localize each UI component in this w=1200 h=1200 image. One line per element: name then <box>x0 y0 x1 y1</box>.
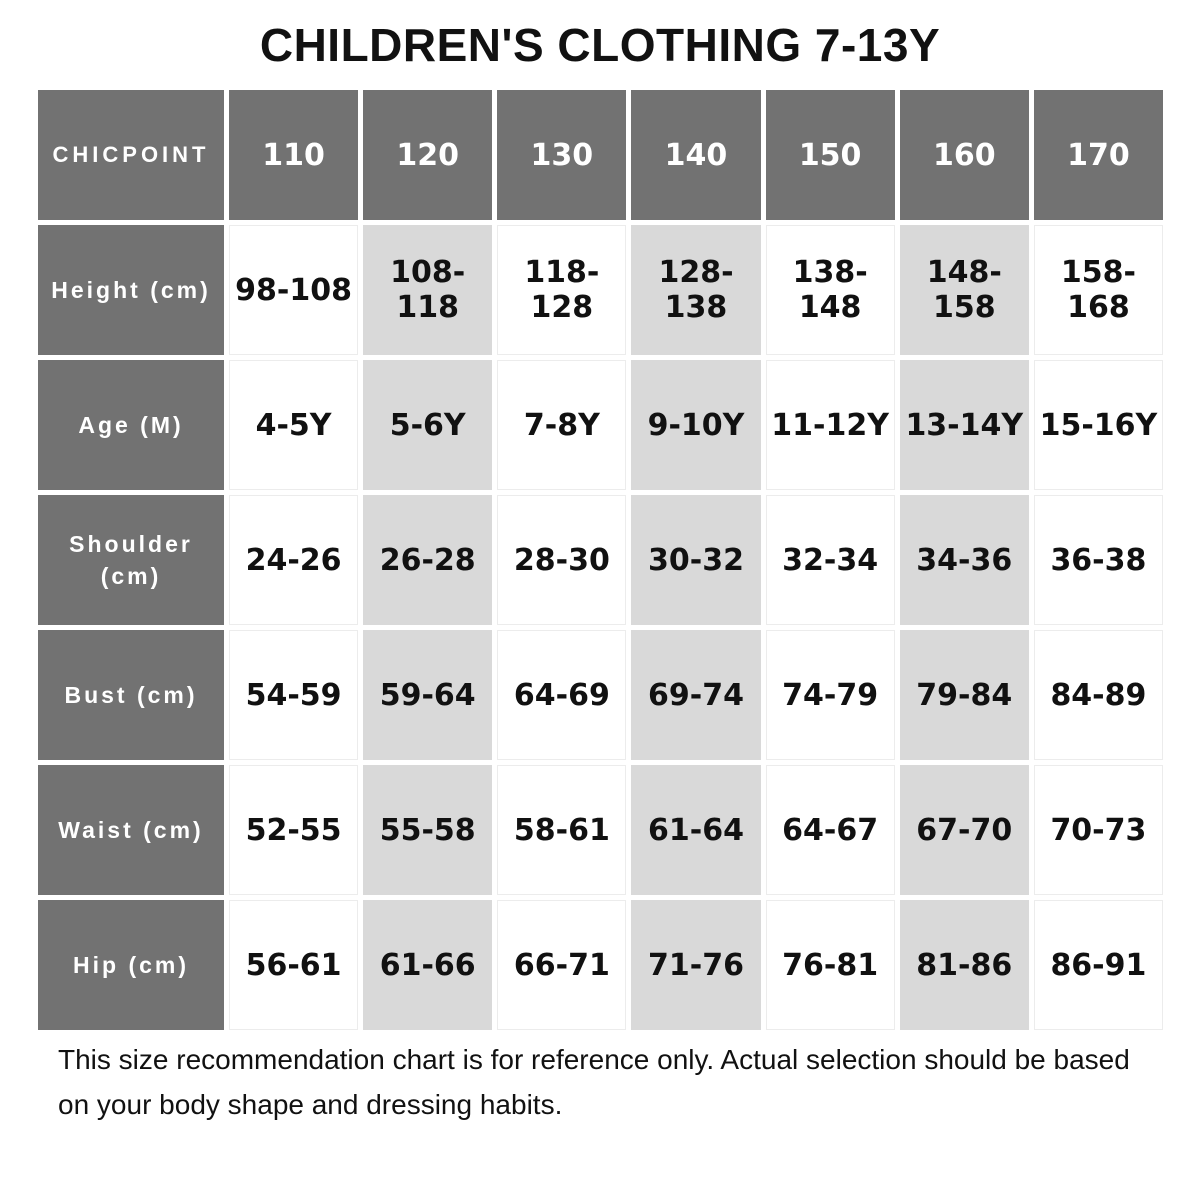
value-cell: 13-14Y <box>899 360 1029 490</box>
row-label-cell: Hip (cm) <box>38 900 224 1030</box>
size-header-cell: 110 <box>229 90 359 220</box>
value-cell: 28-30 <box>497 495 627 625</box>
value-cell: 11-12Y <box>765 360 895 490</box>
row-label-cell: Shoulder (cm) <box>38 495 224 625</box>
value-cell: 59-64 <box>363 630 493 760</box>
value-cell: 52-55 <box>229 765 359 895</box>
value-cell: 61-66 <box>363 900 493 1030</box>
value-cell: 67-70 <box>899 765 1029 895</box>
value-cell: 84-89 <box>1033 630 1163 760</box>
value-cell: 128-138 <box>631 225 761 355</box>
value-cell: 158-168 <box>1033 225 1163 355</box>
row-label-cell: Age (M) <box>38 360 224 490</box>
size-header-cell: 140 <box>631 90 761 220</box>
value-cell: 30-32 <box>631 495 761 625</box>
value-cell: 24-26 <box>229 495 359 625</box>
row-label-cell: Height (cm) <box>38 225 224 355</box>
size-header-cell: 150 <box>765 90 895 220</box>
value-cell: 70-73 <box>1033 765 1163 895</box>
value-cell: 108-118 <box>363 225 493 355</box>
value-cell: 138-148 <box>765 225 895 355</box>
value-cell: 86-91 <box>1033 900 1163 1030</box>
value-cell: 58-61 <box>497 765 627 895</box>
value-cell: 64-69 <box>497 630 627 760</box>
value-cell: 32-34 <box>765 495 895 625</box>
value-cell: 15-16Y <box>1033 360 1163 490</box>
value-cell: 9-10Y <box>631 360 761 490</box>
size-header-cell: 120 <box>363 90 493 220</box>
value-cell: 7-8Y <box>497 360 627 490</box>
size-table: CHICPOINT 110 120 130 140 150 160 170 Height (cm… <box>38 90 1163 1030</box>
value-cell: 64-67 <box>765 765 895 895</box>
row-label-cell: Waist (cm) <box>38 765 224 895</box>
value-cell: 54-59 <box>229 630 359 760</box>
value-cell: 76-81 <box>765 900 895 1030</box>
value-cell: 79-84 <box>899 630 1029 760</box>
value-cell: 56-61 <box>229 900 359 1030</box>
value-cell: 66-71 <box>497 900 627 1030</box>
row-label-cell: Bust (cm) <box>38 630 224 760</box>
size-header-cell: 160 <box>899 90 1029 220</box>
brand-header-cell: CHICPOINT <box>38 90 224 220</box>
value-cell: 74-79 <box>765 630 895 760</box>
value-cell: 71-76 <box>631 900 761 1030</box>
value-cell: 4-5Y <box>229 360 359 490</box>
value-cell: 26-28 <box>363 495 493 625</box>
value-cell: 5-6Y <box>363 360 493 490</box>
value-cell: 98-108 <box>229 225 359 355</box>
value-cell: 148-158 <box>899 225 1029 355</box>
value-cell: 118-128 <box>497 225 627 355</box>
value-cell: 55-58 <box>363 765 493 895</box>
page-title: CHILDREN'S CLOTHING 7-13Y <box>259 19 941 71</box>
size-header-cell: 130 <box>497 90 627 220</box>
value-cell: 36-38 <box>1033 495 1163 625</box>
footer-note: This size recommendation chart is for re… <box>58 1044 1130 1120</box>
value-cell: 61-64 <box>631 765 761 895</box>
value-cell: 81-86 <box>899 900 1029 1030</box>
size-header-cell: 170 <box>1033 90 1163 220</box>
value-cell: 69-74 <box>631 630 761 760</box>
value-cell: 34-36 <box>899 495 1029 625</box>
